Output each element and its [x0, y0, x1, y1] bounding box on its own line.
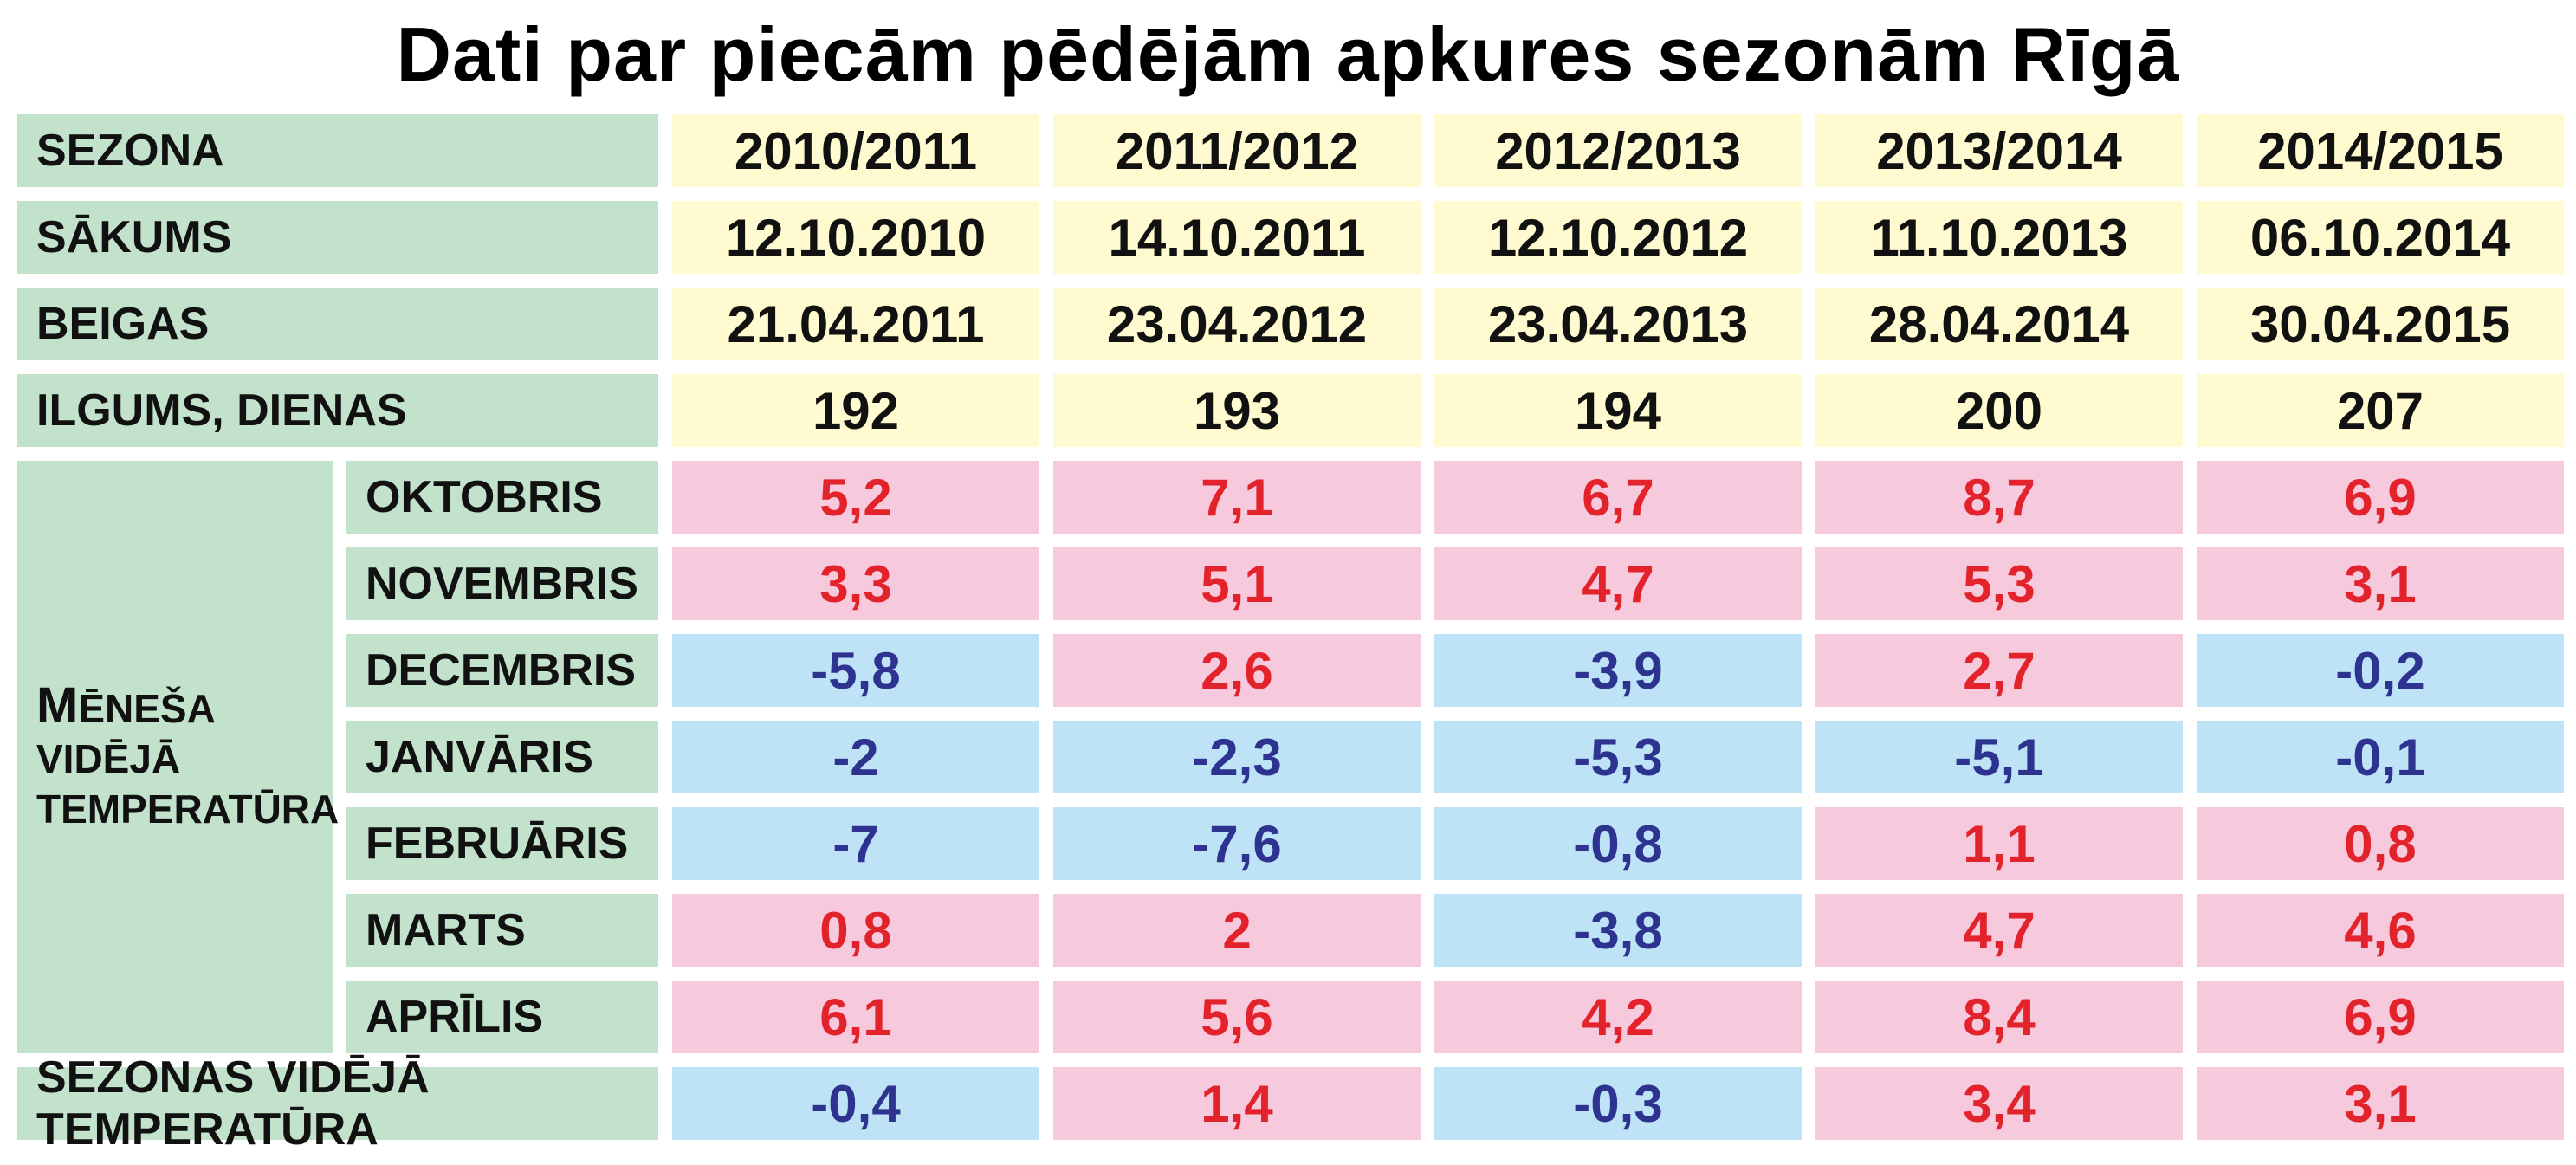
row-2-cell-4: 11.10.2013 [1815, 201, 2183, 274]
month-row-6-cell-5: 4,6 [2197, 894, 2564, 967]
month-row-7-cell-1: 6,1 [672, 981, 1039, 1053]
month-row-2-cell-4: 5,3 [1815, 547, 2183, 620]
month-row-7-label: Aprīlis [346, 981, 658, 1053]
summary-cell-3: -0,3 [1434, 1067, 1802, 1140]
month-row-1-label: Oktobris [346, 461, 658, 534]
group-label-line: temperatūra [36, 786, 340, 832]
row-1-cell-2: 2011/2012 [1053, 114, 1421, 187]
month-row-3-cell-3: -3,9 [1434, 634, 1802, 707]
row-2-label: Sākums [17, 201, 658, 274]
row-3-label: Beigas [17, 288, 658, 360]
month-row-1-cell-1: 5,2 [672, 461, 1039, 534]
month-row-5-cell-3: -0,8 [1434, 807, 1802, 880]
row-1-cell-3: 2012/2013 [1434, 114, 1802, 187]
month-row-2-cell-5: 3,1 [2197, 547, 2564, 620]
row-1-label: Sezona [17, 114, 658, 187]
row-4-cell-3: 194 [1434, 374, 1802, 447]
month-row-5-label: Februāris [346, 807, 658, 880]
month-row-3-cell-2: 2,6 [1053, 634, 1421, 707]
row-4-cell-4: 200 [1815, 374, 2183, 447]
month-row-7-cell-3: 4,2 [1434, 981, 1802, 1053]
month-row-3-label: Decembris [346, 634, 658, 707]
row-2-cell-2: 14.10.2011 [1053, 201, 1421, 274]
row-4-cell-5: 207 [2197, 374, 2564, 447]
page-title: Dati par piecām pēdējām apkures sezonām … [396, 11, 2180, 97]
row-4-cell-2: 193 [1053, 374, 1421, 447]
month-row-1-cell-3: 6,7 [1434, 461, 1802, 534]
row-3-cell-5: 30.04.2015 [2197, 288, 2564, 360]
month-row-2-cell-2: 5,1 [1053, 547, 1421, 620]
summary-label: Sezonas vidējā temperatūra [17, 1052, 658, 1155]
month-row-7-cell-2: 5,6 [1053, 981, 1421, 1053]
month-row-5-cell-4: 1,1 [1815, 807, 2183, 880]
month-row-6-cell-2: 2 [1053, 894, 1421, 967]
summary-cell-2: 1,4 [1053, 1067, 1421, 1140]
summary-cell-4: 3,4 [1815, 1067, 2183, 1140]
month-row-2-label: Novembris [346, 547, 658, 620]
row-3-cell-1: 21.04.2011 [672, 288, 1039, 360]
row-2-cell-3: 12.10.2012 [1434, 201, 1802, 274]
month-row-4-cell-3: -5,3 [1434, 721, 1802, 793]
group-label-line: vidējā [36, 735, 181, 781]
month-row-5-cell-2: -7,6 [1053, 807, 1421, 880]
row-2-cell-5: 06.10.2014 [2197, 201, 2564, 274]
month-row-2-cell-1: 3,3 [672, 547, 1039, 620]
month-row-5-cell-5: 0,8 [2197, 807, 2564, 880]
group-label-text: Mēneša vidējā temperatūra [36, 676, 340, 834]
month-row-5-cell-1: -7 [672, 807, 1039, 880]
row-2-cell-1: 12.10.2010 [672, 201, 1039, 274]
month-row-4-cell-5: -0,1 [2197, 721, 2564, 793]
month-row-4-cell-1: -2 [672, 721, 1039, 793]
row-1-cell-1: 2010/2011 [672, 114, 1039, 187]
month-row-6-cell-3: -3,8 [1434, 894, 1802, 967]
month-row-6-cell-4: 4,7 [1815, 894, 2183, 967]
group-label-line: Mēneša [36, 676, 216, 734]
row-4-cell-1: 192 [672, 374, 1039, 447]
row-3-cell-4: 28.04.2014 [1815, 288, 2183, 360]
month-row-7-cell-5: 6,9 [2197, 981, 2564, 1053]
row-3-cell-3: 23.04.2013 [1434, 288, 1802, 360]
summary-cell-1: -0,4 [672, 1067, 1039, 1140]
month-row-1-cell-5: 6,9 [2197, 461, 2564, 534]
row-1-cell-4: 2013/2014 [1815, 114, 2183, 187]
row-3-cell-2: 23.04.2012 [1053, 288, 1421, 360]
group-label: Mēneša vidējā temperatūra [17, 461, 339, 1053]
month-row-3-cell-4: 2,7 [1815, 634, 2183, 707]
month-row-4-cell-2: -2,3 [1053, 721, 1421, 793]
month-row-1-cell-4: 8,7 [1815, 461, 2183, 534]
row-4-label: Ilgums, dienas [17, 374, 658, 447]
month-row-1-cell-2: 7,1 [1053, 461, 1421, 534]
row-1-cell-5: 2014/2015 [2197, 114, 2564, 187]
month-row-3-cell-5: -0,2 [2197, 634, 2564, 707]
month-row-7-cell-4: 8,4 [1815, 981, 2183, 1053]
summary-cell-5: 3,1 [2197, 1067, 2564, 1140]
month-row-4-cell-4: -5,1 [1815, 721, 2183, 793]
month-row-6-cell-1: 0,8 [672, 894, 1039, 967]
month-row-3-cell-1: -5,8 [672, 634, 1039, 707]
month-row-2-cell-3: 4,7 [1434, 547, 1802, 620]
month-row-6-label: Marts [346, 894, 658, 967]
month-row-4-label: Janvāris [346, 721, 658, 793]
